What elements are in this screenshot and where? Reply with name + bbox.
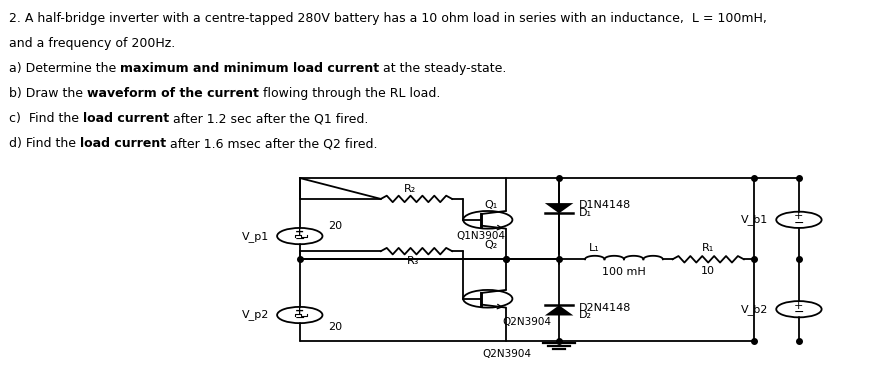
Text: waveform of the current: waveform of the current — [87, 87, 258, 100]
Text: D₁: D₁ — [579, 208, 591, 218]
Text: 2. A half-bridge inverter with a centre-tapped 280V battery has a 10 ohm load in: 2. A half-bridge inverter with a centre-… — [9, 12, 766, 25]
Text: after 1.2 sec after the Q1 fired.: after 1.2 sec after the Q1 fired. — [169, 112, 369, 125]
Text: Q1N3904: Q1N3904 — [456, 231, 506, 241]
Text: +: + — [295, 228, 305, 237]
Text: V_b2: V_b2 — [741, 304, 768, 315]
Text: 20: 20 — [328, 322, 342, 332]
Text: D2N4148: D2N4148 — [579, 303, 630, 313]
Text: +: + — [295, 307, 305, 316]
Text: R₂: R₂ — [404, 184, 416, 194]
Text: 20: 20 — [328, 221, 342, 231]
Text: R₁: R₁ — [702, 243, 714, 253]
Text: 10: 10 — [702, 266, 715, 276]
Text: +: + — [794, 211, 804, 221]
Text: flowing through the RL load.: flowing through the RL load. — [258, 87, 440, 100]
Text: V_p2: V_p2 — [242, 310, 269, 320]
Text: load current: load current — [80, 137, 166, 151]
Text: b) Draw the: b) Draw the — [9, 87, 87, 100]
Text: Q₂: Q₂ — [485, 240, 498, 250]
Text: −: − — [295, 312, 305, 325]
Text: Q2N3904: Q2N3904 — [483, 349, 532, 359]
Text: maximum and minimum load current: maximum and minimum load current — [120, 62, 379, 75]
Text: D1N4148: D1N4148 — [579, 200, 630, 211]
Text: load current: load current — [83, 112, 169, 125]
Text: d) Find the: d) Find the — [9, 137, 80, 151]
Text: c)  Find the: c) Find the — [9, 112, 83, 125]
Text: −: − — [794, 217, 805, 229]
Text: V_b1: V_b1 — [741, 214, 768, 225]
Text: Q2N3904: Q2N3904 — [503, 317, 551, 327]
Text: −: − — [794, 306, 805, 319]
Text: at the steady-state.: at the steady-state. — [379, 62, 507, 75]
Text: +: + — [794, 301, 804, 310]
Text: −: − — [295, 233, 305, 246]
Text: 100 mH: 100 mH — [602, 267, 646, 277]
Text: after 1.6 msec after the Q2 fired.: after 1.6 msec after the Q2 fired. — [166, 137, 377, 151]
Text: a) Determine the: a) Determine the — [9, 62, 120, 75]
Polygon shape — [545, 203, 574, 213]
Text: L₁: L₁ — [590, 243, 600, 253]
Text: V_p1: V_p1 — [242, 231, 269, 241]
Text: R₃: R₃ — [407, 256, 419, 266]
Polygon shape — [545, 305, 574, 315]
Text: D₂: D₂ — [579, 310, 591, 320]
Text: Q₁: Q₁ — [485, 200, 498, 210]
Text: and a frequency of 200Hz.: and a frequency of 200Hz. — [9, 37, 175, 50]
